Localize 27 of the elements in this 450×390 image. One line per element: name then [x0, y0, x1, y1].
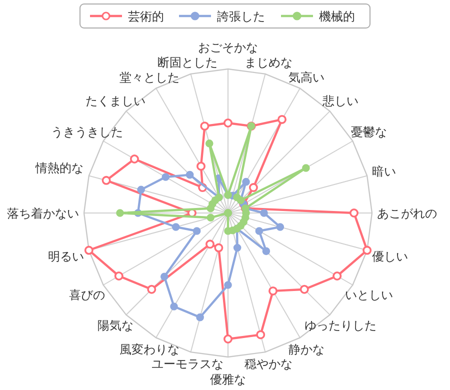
spoke-label: 情熱的な	[34, 161, 84, 176]
spoke-label: おごそかな	[198, 40, 258, 54]
legend-label: 誇張した	[217, 10, 265, 24]
spoke-label: あこがれの	[377, 206, 437, 220]
spoke-label: まじめな	[244, 55, 292, 70]
spoke-label: 喜びの	[68, 288, 105, 302]
spoke-label: 風変わりな	[119, 342, 180, 356]
spoke-label: 優しい	[372, 250, 408, 264]
spoke-label: 明るい	[48, 250, 84, 264]
spoke-label: 断固とした	[158, 55, 218, 70]
spoke-label: うきうきした	[50, 124, 123, 139]
spoke-label: たくましい	[86, 94, 146, 108]
spoke-label: 悲しい	[321, 94, 358, 108]
spoke-label: 堂々とした	[119, 70, 180, 84]
spoke-label: 静かな	[288, 342, 325, 356]
legend-label: 芸術的	[128, 10, 164, 24]
spoke-label: いとしい	[345, 288, 394, 302]
spoke-label: ゆったりした	[304, 318, 376, 333]
spoke-label: 憂鬱な	[351, 124, 388, 139]
spoke-label: ユーモラスな	[152, 357, 224, 372]
spoke-label: 陽気な	[98, 318, 134, 333]
spoke-label: 穏やかな	[244, 357, 292, 372]
spoke-label: 暗い	[372, 164, 396, 179]
spoke-label: 落ち着かない	[7, 206, 79, 220]
legend-label: 機械的	[319, 10, 355, 24]
spoke-label: 優雅な	[210, 372, 246, 386]
spoke-label: 気高い	[288, 70, 325, 84]
